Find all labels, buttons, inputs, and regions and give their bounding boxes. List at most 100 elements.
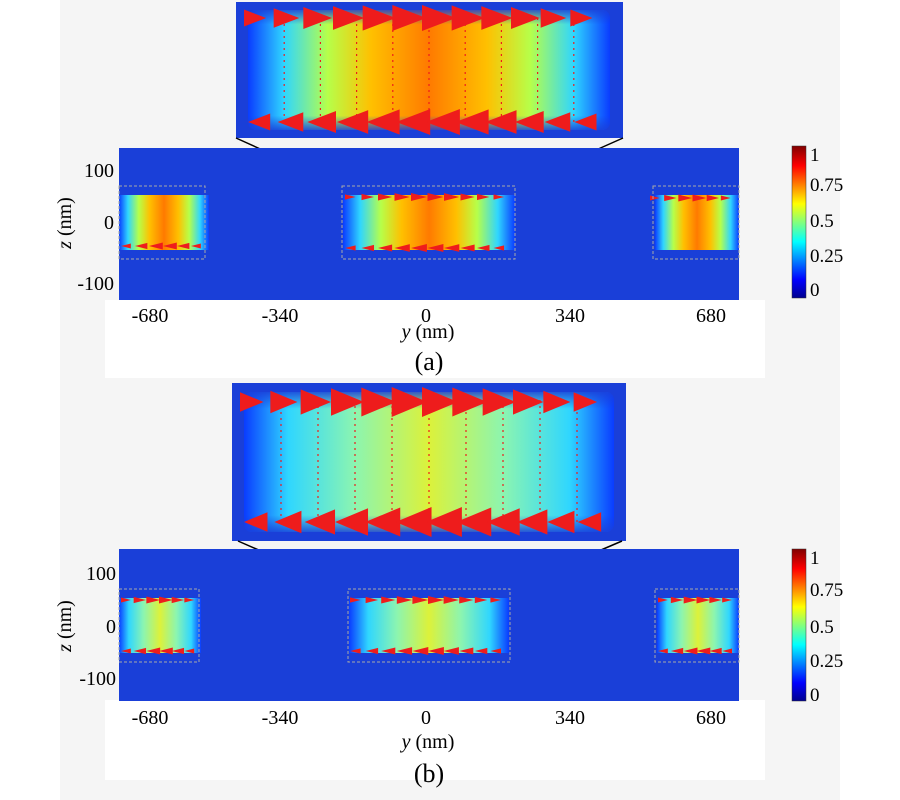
field-arrow [426, 109, 460, 135]
colorbar-b [791, 548, 807, 702]
y-axis-label-a: z (nm) [54, 197, 76, 250]
inset-b [232, 383, 626, 541]
field-arrow [366, 109, 400, 135]
field-arrow [513, 389, 544, 415]
field-arrow [658, 597, 668, 603]
x-tick-a-3: 340 [555, 305, 585, 327]
field-arrow [184, 597, 195, 603]
field-arrow [395, 507, 432, 537]
y-tick-b-2: -100 [79, 668, 116, 690]
field-arrow [722, 648, 733, 654]
field-arrow [670, 596, 684, 604]
field-arrow [307, 111, 337, 133]
x-tick-a-2: 0 [421, 305, 431, 327]
field-arrow [493, 245, 505, 251]
field-arrow [135, 242, 148, 250]
box-left-a [118, 185, 206, 260]
field-arrow [451, 5, 485, 31]
field-arrow [163, 242, 177, 250]
field-arrow [396, 647, 413, 655]
field-arrow [184, 648, 195, 654]
field-arrow [394, 244, 410, 252]
field-arrow [490, 597, 502, 603]
field-arrow [365, 647, 379, 655]
field-arrow [159, 596, 173, 604]
x-tick-a-0: -680 [132, 305, 169, 327]
field-arrow [392, 5, 427, 31]
box-center-a [341, 185, 516, 260]
field-arrow [547, 510, 575, 534]
field-arrow [683, 596, 698, 604]
field-arrow [121, 243, 131, 249]
field-arrow [412, 596, 429, 604]
field-arrow [191, 243, 201, 249]
field-arrow [459, 647, 474, 655]
field-arrow [692, 194, 707, 202]
field-arrow [696, 596, 711, 604]
field-arrow [171, 596, 185, 604]
field-arrow [485, 110, 517, 134]
field-arrow [543, 390, 571, 414]
field-arrow [248, 113, 271, 131]
field-arrow [455, 109, 489, 135]
field-arrow [303, 7, 333, 29]
panel-b: 100 0 -100 z (nm) -680 -340 0 340 680 y … [54, 383, 843, 788]
field-arrow [396, 109, 431, 135]
box-right-b [654, 588, 740, 663]
field-arrow [273, 8, 300, 28]
y-tick-a-1: 0 [104, 212, 114, 234]
box-center-b [347, 588, 511, 663]
field-arrow [650, 195, 660, 201]
y-tick-a-0: 100 [84, 160, 114, 182]
field-arrow [422, 5, 456, 31]
field-arrow [304, 509, 336, 535]
inset-a [236, 2, 623, 138]
field-arrow [345, 245, 356, 251]
field-arrow [337, 110, 369, 134]
structure-right-a [655, 195, 739, 250]
main-a-arrows [121, 193, 731, 252]
field-arrow [381, 596, 396, 604]
field-arrow [511, 7, 540, 29]
field-arrow [335, 508, 369, 536]
colorbar-b-tick-025: 0.25 [810, 651, 843, 672]
field-arrow [270, 390, 298, 414]
colorbar-b-tick-075: 0.75 [810, 580, 843, 601]
inset-b-arrows [240, 387, 602, 537]
colorbar-b-tick-1: 1 [810, 548, 820, 569]
colorbar-a-tick-1: 1 [810, 145, 820, 166]
field-arrow [544, 112, 571, 132]
field-arrow [331, 388, 365, 416]
x-axis-label-b: y (nm) [400, 731, 455, 753]
structure-right-b [657, 598, 739, 653]
field-arrow [159, 647, 173, 655]
field-arrow [460, 193, 475, 201]
y-tick-b-1: 0 [106, 616, 116, 638]
field-arrow [573, 392, 598, 412]
field-arrow [444, 244, 460, 252]
field-arrow [722, 597, 733, 603]
field-arrow [177, 242, 190, 250]
field-arrow [427, 193, 444, 201]
colorbar-b-tick-0: 0 [810, 685, 820, 706]
x-tick-b-0: -680 [132, 707, 169, 729]
field-arrow [274, 510, 302, 534]
field-arrow [244, 512, 268, 532]
field-arrow [133, 647, 147, 655]
field-arrow [240, 392, 264, 412]
field-arrow [474, 647, 488, 655]
field-arrow [670, 647, 684, 655]
field-arrow [459, 596, 474, 604]
field-arrow [577, 512, 602, 532]
field-arrow [412, 647, 429, 655]
field-arrow [540, 8, 567, 28]
field-arrow [493, 194, 505, 200]
structure-center-b [349, 598, 509, 653]
panel-label-b: (b) [414, 759, 444, 788]
field-arrow [664, 194, 677, 202]
field-arrow [361, 387, 397, 417]
field-arrow [361, 193, 375, 201]
structure-left-a [119, 195, 209, 250]
structure-center-a [343, 195, 515, 250]
